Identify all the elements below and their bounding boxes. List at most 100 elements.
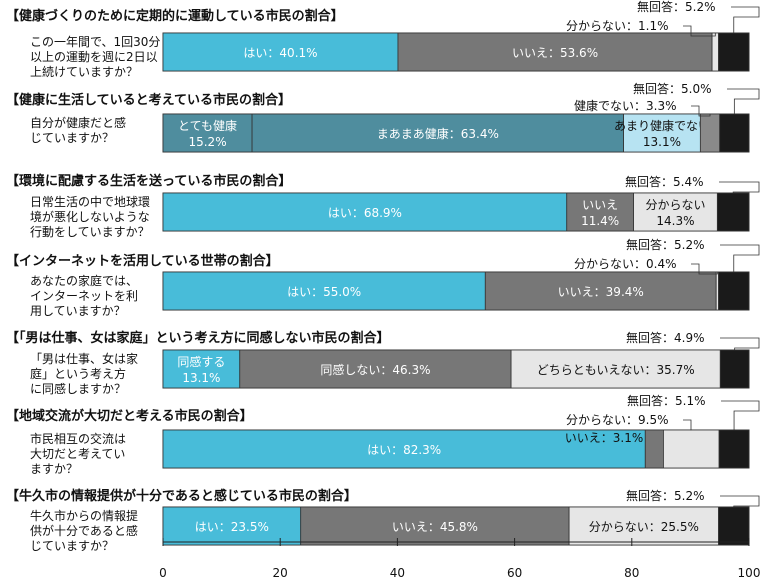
bar-segment <box>251 113 624 153</box>
bar-segment <box>397 32 713 72</box>
question-text: に同感しますか？ <box>30 381 126 396</box>
bar-segment <box>484 271 717 311</box>
callout-leader <box>720 244 760 272</box>
callout-leader <box>691 105 711 117</box>
segment-label: いいえ：39.4% <box>558 285 644 299</box>
bar-segment <box>719 113 750 153</box>
bar-segment <box>718 32 750 72</box>
segment-label: どちらともいえない：35.7% <box>537 363 695 377</box>
question-text: あなたの家庭では、 <box>30 273 138 288</box>
segment-label: 14.3% <box>656 214 694 228</box>
section-title: 【環境に配慮する生活を送っている市民の割合】 <box>6 173 291 189</box>
question-text: 用していますか？ <box>30 304 126 318</box>
callout-leader <box>683 25 716 37</box>
segment-label: 分からない：25.5% <box>589 520 699 534</box>
callout-leader <box>731 6 760 33</box>
callout-label: 分からない：0.4% <box>574 257 677 271</box>
question-text: 供が十分であると感 <box>30 523 138 538</box>
section-title: 【健康に生活していると考えている市民の割合】 <box>6 92 291 108</box>
segment-label: いいえ：53.6% <box>512 46 598 60</box>
segment-label: はい：40.1% <box>243 46 317 60</box>
question-text: じていますか？ <box>30 131 114 145</box>
callout-leader <box>683 419 692 431</box>
question-text: 以上の運動を週に2日以 <box>30 50 158 64</box>
bar-segment <box>719 349 750 389</box>
question-text: 庭」という考え方 <box>30 366 126 381</box>
segment-label: まあまあ健康：63.4% <box>377 126 499 141</box>
bar-segment <box>718 271 750 311</box>
bar-segment <box>239 349 512 389</box>
question-text: インターネットを利 <box>30 289 138 303</box>
question-text: 大切だと考えてい <box>30 447 125 461</box>
x-tick-label: 0 <box>159 566 167 580</box>
callout-leader <box>727 88 760 114</box>
question-text: 行動をしていますか？ <box>30 225 150 239</box>
callout-leader <box>720 337 760 350</box>
bar-segment <box>718 506 750 546</box>
segment-label: とても健康 <box>178 118 237 133</box>
segment-label: いいえ <box>582 198 618 212</box>
callout-label: 無回答：5.2% <box>637 0 716 14</box>
section-title: 【インターネットを活用している世帯の割合】 <box>6 253 279 269</box>
segment-label: 13.1% <box>182 371 220 385</box>
bar-segment <box>566 192 634 232</box>
callout-label: 分からない：9.5% <box>566 413 669 427</box>
bar-segment <box>510 349 721 389</box>
question-text: 市民相互の交流は <box>30 431 126 446</box>
segment-label: はい：55.0% <box>287 285 361 299</box>
x-tick-label: 40 <box>390 566 405 580</box>
bar-segment <box>162 113 253 153</box>
bar-segment <box>162 192 568 232</box>
segment-label: 同感する <box>177 354 225 369</box>
bar-segment <box>716 192 750 232</box>
bar-segment <box>718 429 750 469</box>
callout-leader <box>721 400 760 430</box>
callout-label: 無回答：5.2% <box>626 237 705 252</box>
callout-label: 無回答：5.2% <box>626 488 705 503</box>
segment-label: はい：23.5% <box>195 520 269 534</box>
segment-label: いいえ：45.8% <box>392 520 478 534</box>
callout-leader <box>720 495 760 507</box>
callout-label: 無回答：4.9% <box>626 330 705 345</box>
bar-segment <box>162 429 646 469</box>
section-title: 【健康づくりのために定期的に運動している市民の割合】 <box>6 8 344 24</box>
segment-label: 分からない <box>645 198 705 212</box>
x-tick-label: 20 <box>273 566 288 580</box>
segment-label: はい：82.3% <box>367 443 441 457</box>
question-text: 境が悪化しないような <box>30 209 150 224</box>
bar-segment <box>633 192 718 232</box>
bar-segment <box>644 429 664 469</box>
bar-segment <box>711 32 719 72</box>
question-text: 自分が健康だと感 <box>30 115 126 130</box>
question-text: 牛久市からの情報提 <box>30 508 138 523</box>
question-text: ますか？ <box>30 462 78 476</box>
bar-segment <box>162 271 486 311</box>
segment-label: あまり健康でない <box>614 118 710 133</box>
segment-label: 13.1% <box>643 135 681 149</box>
bar-segment <box>699 113 721 153</box>
bar-segment <box>162 32 399 72</box>
segment-label: いいえ：3.1% <box>565 431 644 445</box>
section-title: 【「男は仕事、女は家庭」という考え方に同感しない市民の割合】 <box>6 330 390 346</box>
x-tick-label: 60 <box>507 566 522 580</box>
x-tick-label: 80 <box>624 566 639 580</box>
callout-leader <box>691 263 718 275</box>
segment-label: はい：68.9% <box>328 206 402 220</box>
section-title: 【牛久市の情報提供が十分であると感じている市民の割合】 <box>6 488 357 504</box>
callout-label: 無回答：5.1% <box>627 393 706 408</box>
x-tick-label: 100 <box>738 566 761 580</box>
callout-label: 無回答：5.0% <box>633 81 712 96</box>
question-text: 日常生活の中で地球環 <box>30 194 150 209</box>
bar-segment <box>568 506 719 546</box>
callout-label: 健康でない：3.3% <box>574 98 677 113</box>
question-text: じていますか？ <box>30 539 114 553</box>
callout-label: 分からない：1.1% <box>566 19 669 33</box>
bar-segment <box>162 506 302 546</box>
segment-label: 11.4% <box>581 214 619 228</box>
bar-segment <box>663 429 720 469</box>
question-text: 上続けていますか？ <box>30 65 138 79</box>
question-text: 「男は仕事、女は家 <box>30 351 138 366</box>
segment-label: 同感しない：46.3% <box>320 362 430 377</box>
